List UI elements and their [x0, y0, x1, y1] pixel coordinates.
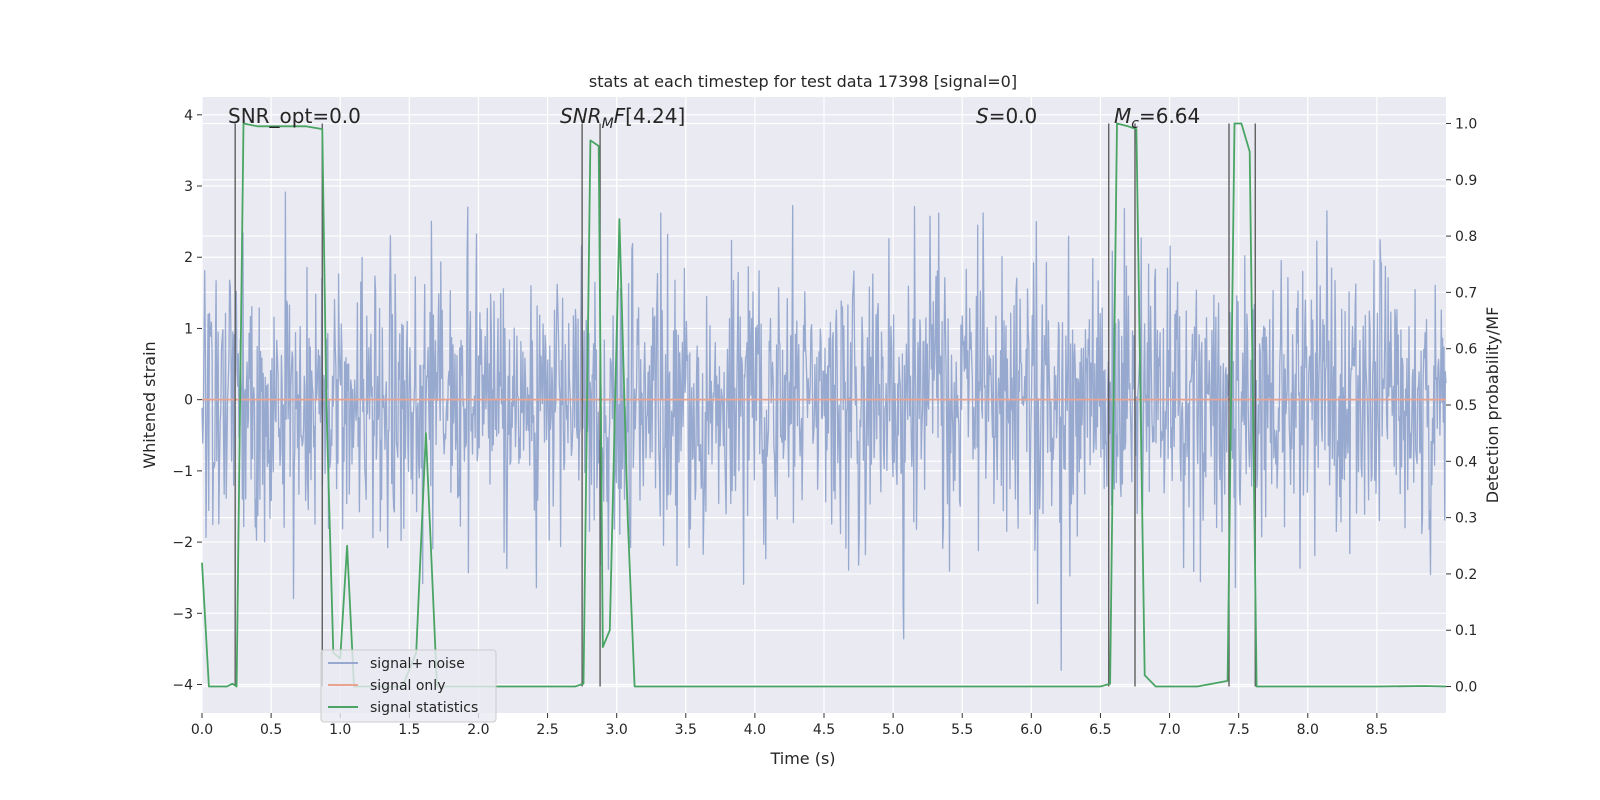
y2-tick-label: 0.3 [1455, 511, 1477, 527]
x-tick-label: 0.5 [260, 722, 282, 738]
x-tick-label: 6.0 [1020, 722, 1042, 738]
x-tick-label: 3.0 [606, 722, 628, 738]
statistics-line [201, 122, 1447, 688]
y-tick-label: −2 [172, 535, 193, 551]
y-tick-label: 0 [184, 393, 193, 409]
y-tick-label: −4 [172, 678, 193, 694]
x-tick-label: 3.5 [675, 722, 697, 738]
annotation-s: S=0.0 [976, 104, 1037, 128]
x-tick-label: 8.0 [1297, 722, 1319, 738]
legend-label-signal: signal only [370, 678, 445, 694]
x-tick-label: 7.5 [1228, 722, 1250, 738]
y2-tick-label: 0.9 [1455, 173, 1477, 189]
legend: signal+ noise signal only signal statist… [320, 649, 497, 723]
y-tick-label: −3 [172, 606, 193, 622]
y2-tick-label: 0.7 [1455, 285, 1477, 301]
x-tick-label: 2.0 [467, 722, 489, 738]
x-tick-label: 2.5 [536, 722, 558, 738]
x-tick-label: 8.5 [1366, 722, 1388, 738]
annotation-mc: Mc=6.64 [1114, 104, 1200, 132]
y2-tick-label: 0.1 [1455, 623, 1477, 639]
y2-tick-label: 0.0 [1455, 680, 1477, 696]
y-tick-label: 4 [184, 108, 193, 124]
y-tick-label: −1 [172, 464, 193, 480]
y2-axis-label: Detection probability/MF [1483, 307, 1502, 504]
x-tick-label: 0.0 [191, 722, 213, 738]
y-tick-label: 1 [184, 321, 193, 337]
x-tick-label: 6.5 [1089, 722, 1111, 738]
x-tick-label: 1.5 [398, 722, 420, 738]
annotation-snr-mf-value: [4.24] [625, 104, 685, 128]
chart-title: stats at each timestep for test data 173… [589, 72, 1017, 91]
legend-label-statistics: signal statistics [370, 700, 478, 716]
legend-label-noise: signal+ noise [370, 656, 465, 672]
y2-tick-label: 0.6 [1455, 342, 1477, 358]
y2-tick-label: 0.8 [1455, 229, 1477, 245]
y-axis-label: Whitened strain [140, 341, 159, 468]
x-axis-label: Time (s) [769, 749, 835, 768]
x-tick-label: 5.5 [951, 722, 973, 738]
y2-tick-label: 0.5 [1455, 398, 1477, 414]
annotation-mc-value: =6.64 [1139, 104, 1200, 128]
x-tick-label: 1.0 [329, 722, 351, 738]
y-tick-label: 3 [184, 179, 193, 195]
annotation-snr-mf: SNRMF[4.24] [560, 104, 685, 132]
y2-tick-label: 0.4 [1455, 454, 1477, 470]
statistics-series [201, 122, 1447, 688]
x-tick-label: 4.0 [744, 722, 766, 738]
legend-box [320, 649, 497, 723]
y2-tick-label: 0.2 [1455, 567, 1477, 583]
annotation-s-value: =0.0 [989, 104, 1038, 128]
x-tick-label: 4.5 [813, 722, 835, 738]
y2-tick-label: 1.0 [1455, 116, 1477, 132]
annotation-snr-opt: SNR_opt=0.0 [228, 104, 361, 128]
x-tick-label: 7.0 [1158, 722, 1180, 738]
noise-series [201, 191, 1447, 671]
noise-line [201, 191, 1447, 671]
x-tick-label: 5.0 [882, 722, 904, 738]
y-tick-label: 2 [184, 250, 193, 266]
